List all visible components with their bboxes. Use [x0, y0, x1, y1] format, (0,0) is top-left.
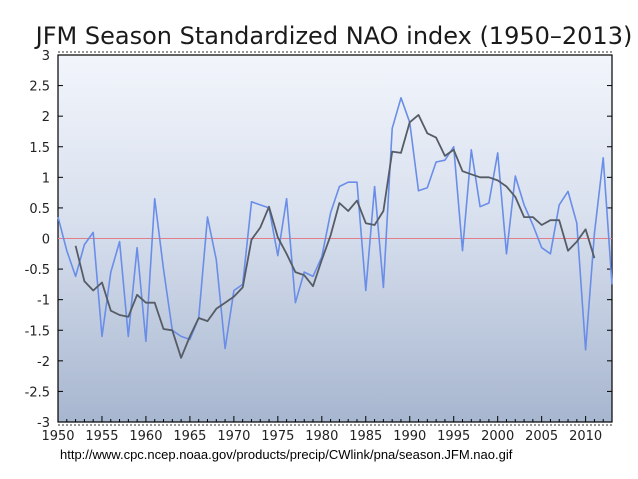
x-tick-label: 1980	[305, 429, 338, 444]
series-line-annual	[57, 97, 613, 351]
source-url: http://www.cpc.ncep.noaa.gov/products/pr…	[60, 447, 513, 462]
x-tick-label: 1960	[129, 429, 162, 444]
y-tick-label: 0	[42, 233, 50, 248]
chart-title: JFM Season Standardized NAO index (1950–…	[34, 22, 633, 50]
x-tick-label: 1995	[437, 429, 470, 444]
y-tick-label: -3	[37, 416, 50, 431]
x-tick-label: 1990	[393, 429, 426, 444]
y-tick-label: -0.5	[25, 263, 50, 278]
y-tick-label: -2.5	[25, 385, 50, 400]
y-tick-label: 2	[42, 110, 50, 125]
x-tick-label: 1975	[261, 429, 294, 444]
y-tick-label: 2.5	[29, 80, 50, 95]
series-line-smoothed	[74, 114, 596, 359]
x-tick-label: 2005	[525, 429, 558, 444]
tick-marks	[57, 51, 613, 426]
y-tick-labels: 3 2.5 2 1.5 1 0.5 0 -0.5 -1 -1.5 -2 -2.5 -3	[25, 49, 50, 431]
x-tick-labels: 1950 1955 1960 1965 1970 1975 1980 1985 1990 1995…	[41, 429, 602, 444]
x-tick-label: 1950	[41, 429, 74, 444]
x-tick-label: 2010	[569, 429, 602, 444]
y-tick-label: 0.5	[29, 202, 50, 217]
y-tick-label: 1.5	[29, 141, 50, 156]
series-layer	[57, 97, 613, 359]
y-tick-label: -2	[37, 355, 50, 370]
x-tick-label: 2000	[481, 429, 514, 444]
x-tick-label: 1985	[349, 429, 382, 444]
y-tick-label: -1	[37, 294, 50, 309]
x-tick-label: 1970	[217, 429, 250, 444]
x-tick-label: 1955	[85, 429, 118, 444]
y-tick-label: -1.5	[25, 324, 50, 339]
y-tick-label: 1	[42, 171, 50, 186]
x-tick-label: 1965	[173, 429, 206, 444]
y-tick-label: 3	[42, 49, 50, 64]
